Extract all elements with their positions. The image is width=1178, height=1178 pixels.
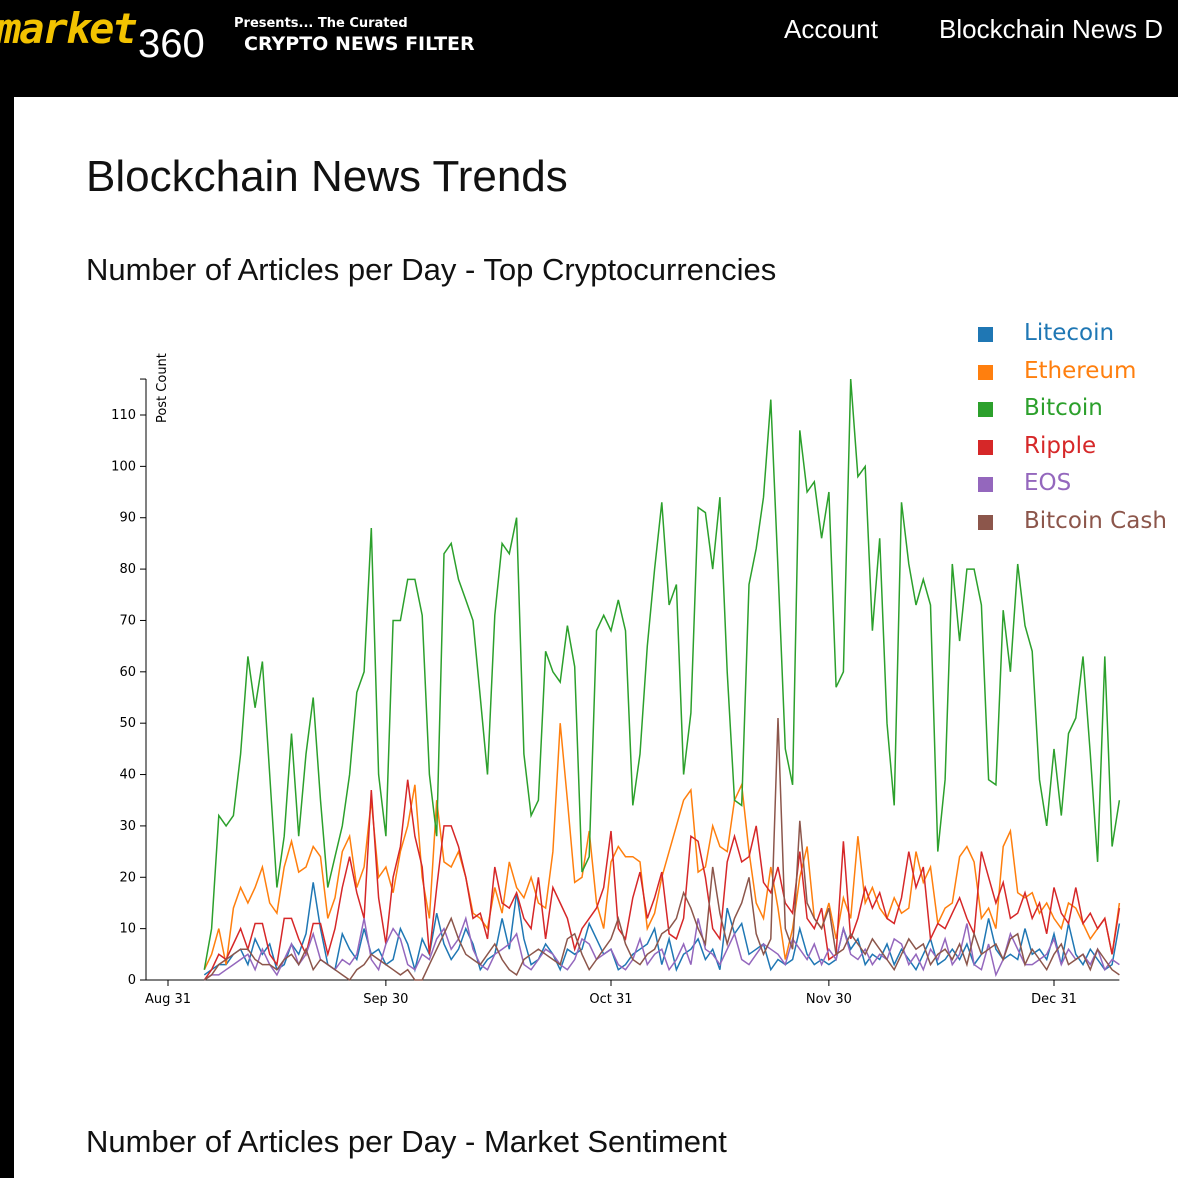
y-tick-label: 80 xyxy=(119,562,136,577)
series-line-bitcoin xyxy=(203,378,1121,970)
legend-label: Litecoin xyxy=(1024,320,1115,346)
y-tick-label: 90 xyxy=(119,511,136,526)
legend-swatch xyxy=(978,477,993,492)
y-tick-label: 30 xyxy=(119,819,136,834)
y-tick-label: 70 xyxy=(119,613,136,628)
series-line-eos xyxy=(203,915,1120,981)
legend-swatch xyxy=(978,514,993,530)
tagline-top: Presents... The Curated xyxy=(234,16,408,31)
nav-account[interactable]: Account xyxy=(784,14,878,44)
legend-swatch xyxy=(978,327,993,342)
section-title-sentiment: Number of Articles per Day - Market Sent… xyxy=(86,1124,727,1159)
x-tick-label: Sep 30 xyxy=(363,992,408,1007)
series-line-bitcoin-cash xyxy=(203,717,1120,982)
tagline-main: CRYPTO NEWS FILTER xyxy=(244,33,475,55)
legend-label: Ethereum xyxy=(1024,357,1137,384)
legend-label: Bitcoin Cash xyxy=(1024,507,1167,534)
logo-number: 360 xyxy=(138,22,205,66)
series-line-litecoin xyxy=(203,882,1121,976)
logo[interactable]: market xyxy=(0,4,138,53)
y-tick-label: 0 xyxy=(128,973,136,988)
legend-swatch xyxy=(978,402,993,417)
nav-blockchain-news[interactable]: Blockchain News D xyxy=(939,14,1163,44)
y-tick-label: 100 xyxy=(111,459,136,474)
legend-swatch xyxy=(978,364,993,380)
y-tick-label: 20 xyxy=(119,870,136,885)
legend-swatch xyxy=(978,439,993,455)
legend-label: Ripple xyxy=(1024,432,1097,459)
x-tick-label: Aug 31 xyxy=(145,992,191,1007)
page-title: Blockchain News Trends xyxy=(86,152,568,201)
y-tick-label: 50 xyxy=(119,716,136,731)
series-line-ethereum xyxy=(203,723,1121,971)
y-tick-label: 40 xyxy=(119,768,136,783)
y-tick-label: 60 xyxy=(119,665,136,680)
site-header: market 360 Presents... The Curated CRYPT… xyxy=(0,0,1178,97)
legend-label: Bitcoin xyxy=(1024,395,1103,421)
legend-label: EOS xyxy=(1024,470,1072,496)
y-axis-label: Post Count xyxy=(155,353,170,423)
section-title-cryptocurrencies: Number of Articles per Day - Top Cryptoc… xyxy=(86,252,777,287)
x-tick-label: Nov 30 xyxy=(806,992,852,1007)
y-tick-label: 110 xyxy=(111,408,136,423)
series-line-ripple xyxy=(203,779,1121,981)
x-tick-label: Oct 31 xyxy=(589,992,632,1007)
x-tick-label: Dec 31 xyxy=(1031,992,1077,1007)
y-tick-label: 10 xyxy=(119,922,136,937)
